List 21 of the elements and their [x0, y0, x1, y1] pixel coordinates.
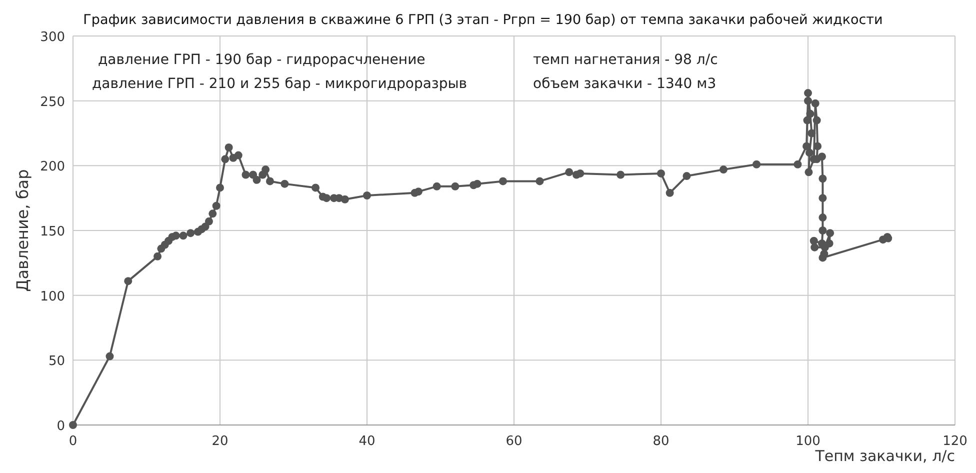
y-tick-label: 250 [40, 94, 65, 110]
annotation: давление ГРП - 210 и 255 бар - микрогидроразрыв [92, 76, 468, 92]
annotation: объем закачки - 1340 м3 [533, 76, 716, 92]
y-tick-label: 50 [48, 354, 65, 370]
y-tick-label: 0 [56, 419, 65, 434]
y-tick-label: 150 [40, 224, 65, 240]
annotation: давление ГРП - 190 бар - гидрорасчленение [98, 52, 426, 68]
y-tick-label: 200 [40, 160, 65, 175]
x-tick-label: 100 [796, 434, 820, 449]
annotation: темп нагнетания - 98 л/с [533, 52, 718, 68]
y-tick-label: 100 [40, 289, 65, 304]
x-axis-title: Тепм закачки, л/с [814, 447, 955, 465]
chart-title: График зависимости давления в скважине 6 ГРП (3 этап - Ргрп = 190 бар) от темпа закачки рабочей жидкости [83, 12, 883, 28]
x-tick-label: 80 [652, 434, 670, 449]
x-tick-label: 60 [506, 434, 522, 449]
x-tick-label: 120 [942, 434, 968, 449]
x-tick-label: 0 [68, 434, 78, 449]
y-axis-title: Давление, бар [13, 169, 32, 292]
y-tick-label: 300 [40, 30, 65, 45]
x-tick-label: 20 [212, 434, 228, 449]
x-tick-label: 40 [358, 434, 376, 449]
